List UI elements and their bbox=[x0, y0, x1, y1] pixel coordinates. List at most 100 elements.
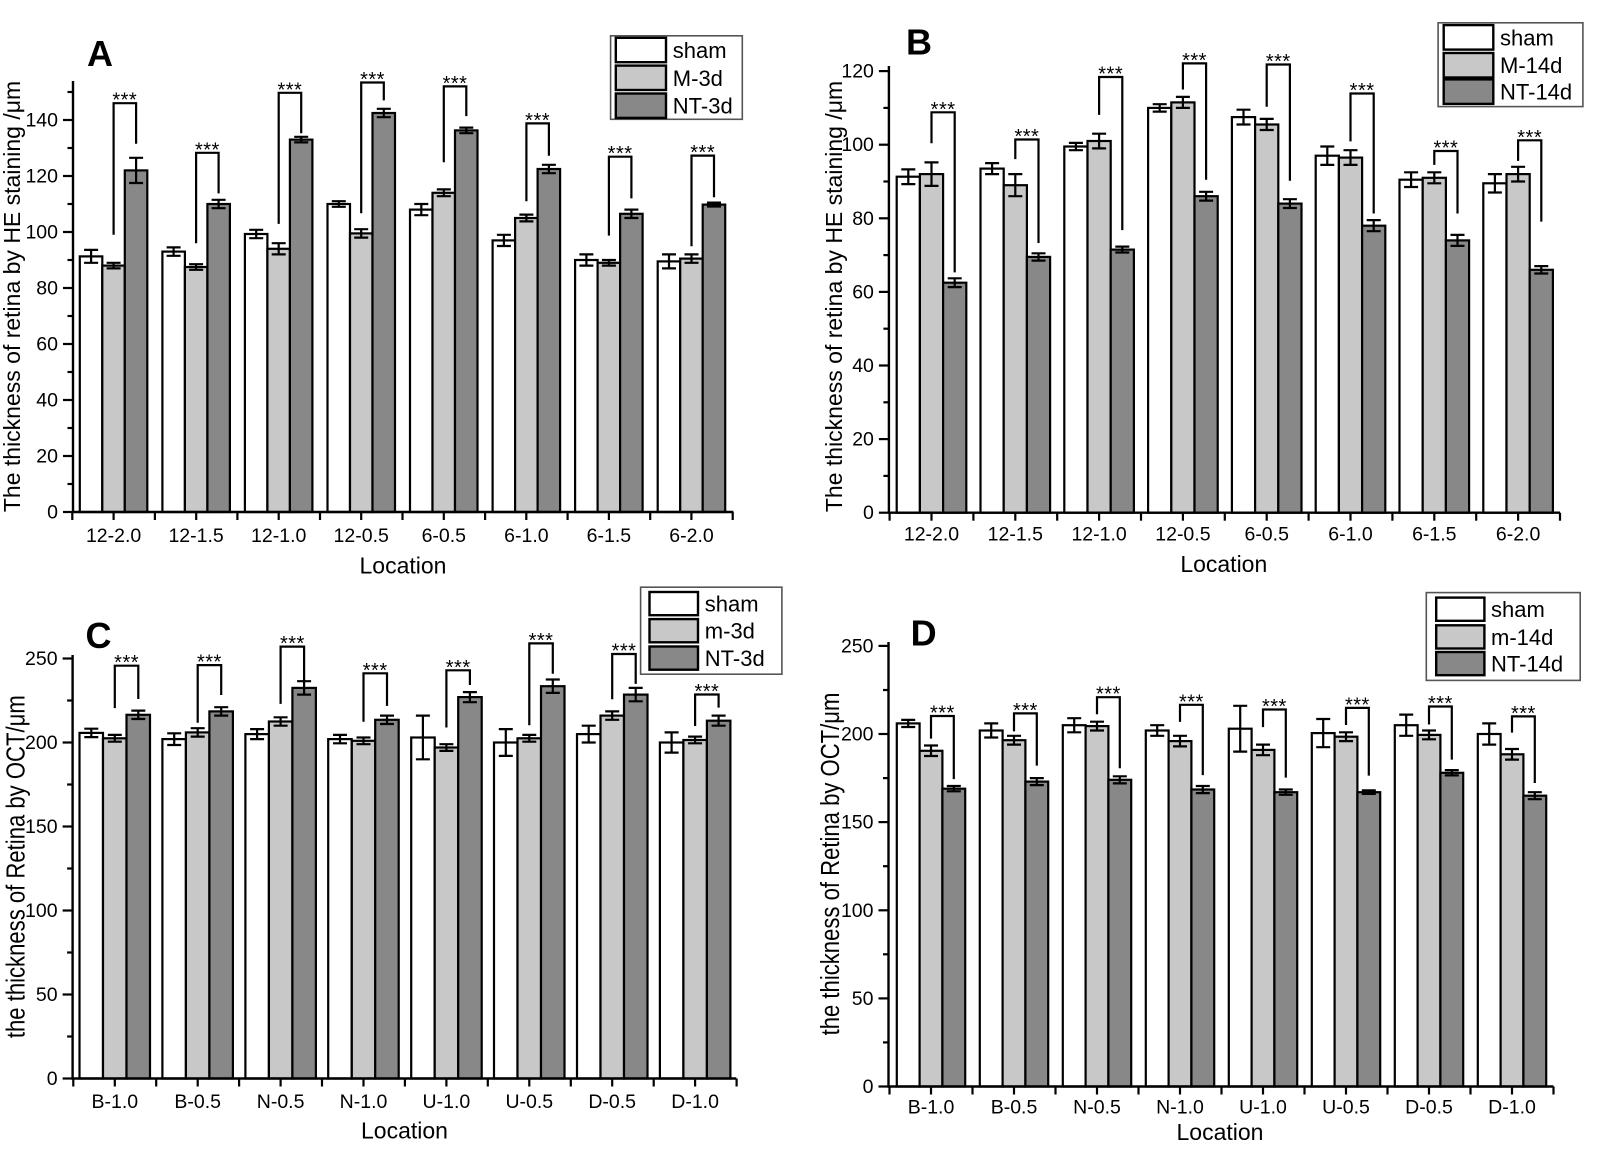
svg-text:12-1.0: 12-1.0 bbox=[1071, 524, 1126, 546]
svg-text:***: *** bbox=[1511, 703, 1536, 725]
svg-text:D-1.0: D-1.0 bbox=[1488, 1097, 1536, 1119]
svg-text:B-1.0: B-1.0 bbox=[908, 1097, 955, 1119]
svg-text:***: *** bbox=[195, 139, 220, 161]
svg-text:0: 0 bbox=[863, 502, 874, 524]
svg-text:U-0.5: U-0.5 bbox=[505, 1091, 553, 1113]
svg-text:12-2.0: 12-2.0 bbox=[86, 525, 141, 547]
svg-text:60: 60 bbox=[852, 281, 874, 303]
svg-text:***: *** bbox=[1433, 138, 1458, 160]
svg-text:***: *** bbox=[1428, 693, 1453, 715]
svg-text:120: 120 bbox=[841, 61, 874, 83]
svg-text:***: *** bbox=[197, 652, 222, 674]
svg-text:6-1.5: 6-1.5 bbox=[587, 525, 632, 547]
svg-text:***: *** bbox=[1014, 126, 1039, 148]
svg-text:40: 40 bbox=[36, 390, 58, 412]
svg-text:***: *** bbox=[694, 681, 719, 703]
svg-text:***: *** bbox=[525, 110, 550, 132]
svg-text:the thickness of Retina by OCT: the thickness of Retina by OCT/μm bbox=[816, 693, 845, 1036]
svg-text:***: *** bbox=[1350, 80, 1375, 102]
svg-text:80: 80 bbox=[36, 278, 58, 300]
svg-text:Location: Location bbox=[1177, 1119, 1264, 1145]
svg-text:***: *** bbox=[1013, 700, 1038, 722]
svg-text:***: *** bbox=[1345, 694, 1370, 716]
svg-text:0: 0 bbox=[863, 1076, 874, 1098]
svg-text:D-0.5: D-0.5 bbox=[1405, 1097, 1453, 1119]
svg-text:100: 100 bbox=[25, 222, 58, 244]
svg-text:***: *** bbox=[612, 641, 637, 663]
svg-text:0: 0 bbox=[47, 1068, 58, 1090]
svg-text:B-1.0: B-1.0 bbox=[91, 1091, 138, 1113]
svg-text:140: 140 bbox=[25, 110, 58, 132]
svg-text:NT-3d: NT-3d bbox=[705, 646, 765, 671]
svg-text:200: 200 bbox=[25, 732, 58, 754]
svg-text:***: *** bbox=[443, 73, 468, 95]
svg-text:M-14d: M-14d bbox=[1500, 53, 1562, 78]
svg-text:20: 20 bbox=[852, 429, 874, 451]
svg-text:sham: sham bbox=[1491, 597, 1545, 622]
svg-text:60: 60 bbox=[36, 334, 58, 356]
svg-text:6-2.0: 6-2.0 bbox=[1496, 524, 1541, 546]
svg-text:NT-14d: NT-14d bbox=[1500, 80, 1572, 105]
svg-text:***: *** bbox=[1262, 696, 1287, 718]
svg-text:***: *** bbox=[277, 79, 302, 101]
svg-text:6-0.5: 6-0.5 bbox=[422, 525, 467, 547]
svg-text:***: *** bbox=[1517, 127, 1542, 149]
svg-text:m-14d: m-14d bbox=[1491, 625, 1553, 650]
svg-text:D: D bbox=[911, 612, 937, 653]
svg-text:***: *** bbox=[931, 99, 956, 121]
svg-text:U-1.0: U-1.0 bbox=[423, 1091, 471, 1113]
svg-text:N-1.0: N-1.0 bbox=[1156, 1097, 1204, 1119]
svg-text:12-2.0: 12-2.0 bbox=[904, 524, 959, 546]
svg-text:***: *** bbox=[529, 630, 554, 652]
svg-text:***: *** bbox=[690, 142, 715, 164]
svg-text:12-1.5: 12-1.5 bbox=[988, 524, 1043, 546]
svg-text:NT-14d: NT-14d bbox=[1491, 652, 1563, 677]
svg-text:m-3d: m-3d bbox=[705, 619, 755, 644]
svg-text:***: *** bbox=[360, 69, 385, 91]
svg-text:12-1.0: 12-1.0 bbox=[251, 525, 306, 547]
svg-text:80: 80 bbox=[852, 208, 874, 230]
svg-text:6-2.0: 6-2.0 bbox=[669, 525, 714, 547]
svg-text:12-1.5: 12-1.5 bbox=[168, 525, 223, 547]
svg-text:***: *** bbox=[280, 633, 305, 655]
svg-text:50: 50 bbox=[36, 984, 58, 1006]
svg-text:6-0.5: 6-0.5 bbox=[1244, 524, 1289, 546]
svg-text:6-1.0: 6-1.0 bbox=[1328, 524, 1373, 546]
svg-text:Location: Location bbox=[1180, 551, 1267, 577]
svg-text:150: 150 bbox=[841, 812, 874, 834]
svg-text:12-0.5: 12-0.5 bbox=[334, 525, 389, 547]
svg-text:250: 250 bbox=[841, 635, 874, 657]
svg-text:20: 20 bbox=[36, 446, 58, 468]
svg-text:0: 0 bbox=[47, 502, 58, 524]
svg-text:M-3d: M-3d bbox=[673, 66, 723, 91]
svg-text:U-1.0: U-1.0 bbox=[1239, 1097, 1287, 1119]
svg-text:***: *** bbox=[1179, 691, 1204, 713]
svg-text:6-1.5: 6-1.5 bbox=[1412, 524, 1457, 546]
svg-text:***: *** bbox=[930, 703, 955, 725]
svg-text:***: *** bbox=[1098, 64, 1123, 86]
svg-text:40: 40 bbox=[852, 355, 874, 377]
svg-text:N-0.5: N-0.5 bbox=[1073, 1097, 1121, 1119]
svg-text:Location: Location bbox=[360, 553, 447, 579]
svg-text:D-1.0: D-1.0 bbox=[671, 1091, 719, 1113]
svg-text:***: *** bbox=[363, 660, 388, 682]
svg-text:N-0.5: N-0.5 bbox=[257, 1091, 305, 1113]
svg-text:12-0.5: 12-0.5 bbox=[1155, 524, 1210, 546]
svg-text:200: 200 bbox=[841, 724, 874, 746]
svg-text:D-0.5: D-0.5 bbox=[588, 1091, 636, 1113]
svg-text:Location: Location bbox=[361, 1118, 448, 1144]
svg-text:The thickness of retina by HE: The thickness of retina by HE staining /… bbox=[0, 81, 25, 512]
svg-text:sham: sham bbox=[1500, 25, 1554, 50]
svg-text:***: *** bbox=[608, 143, 633, 165]
svg-text:6-1.0: 6-1.0 bbox=[504, 525, 549, 547]
svg-text:A: A bbox=[87, 33, 113, 74]
svg-text:the thickness of Retina by OCT: the thickness of Retina by OCT/μm bbox=[2, 695, 31, 1038]
svg-text:150: 150 bbox=[25, 816, 58, 838]
svg-text:100: 100 bbox=[841, 900, 874, 922]
svg-text:***: *** bbox=[112, 90, 137, 112]
svg-text:sham: sham bbox=[705, 592, 759, 617]
svg-text:***: *** bbox=[1096, 684, 1121, 706]
svg-text:B-0.5: B-0.5 bbox=[991, 1097, 1038, 1119]
svg-text:B: B bbox=[906, 22, 932, 63]
svg-text:***: *** bbox=[446, 657, 471, 679]
